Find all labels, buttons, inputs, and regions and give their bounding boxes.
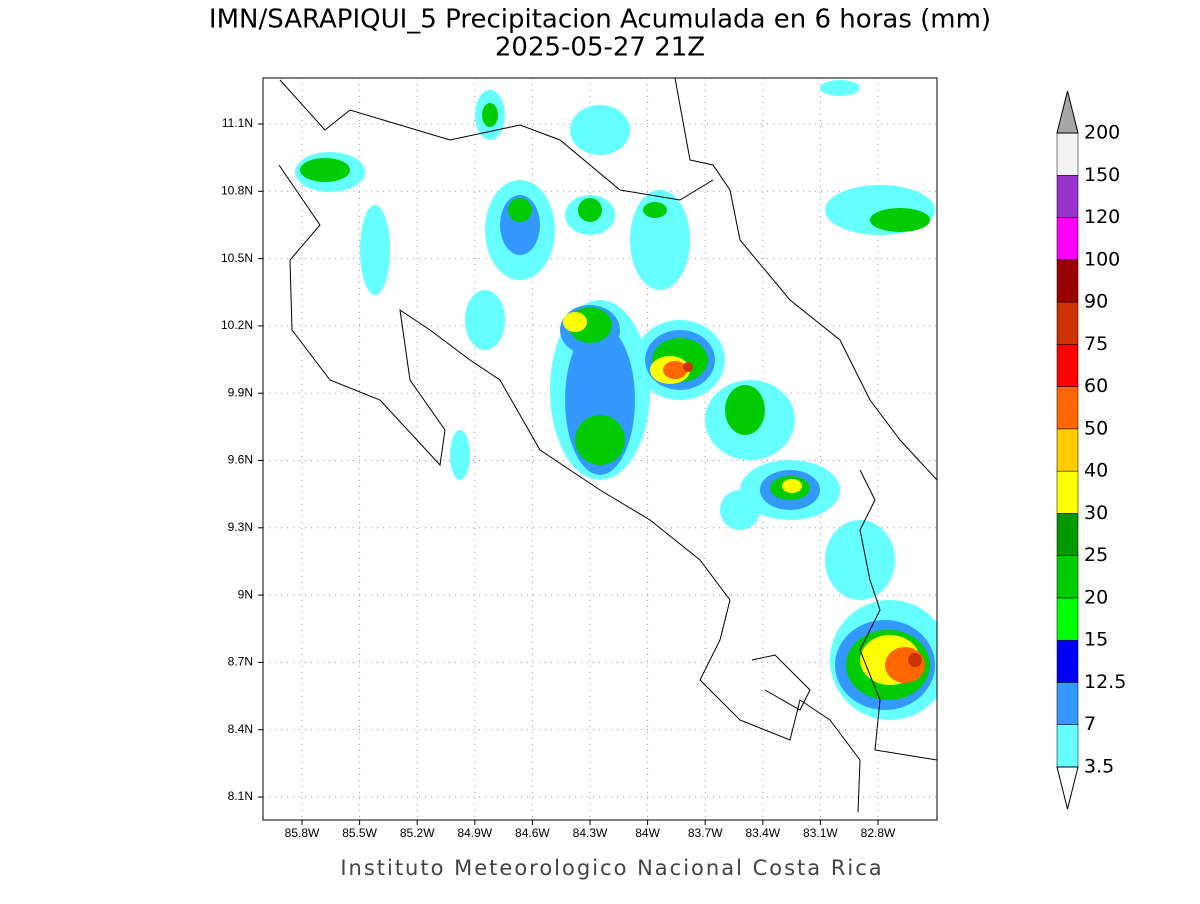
precipitation <box>295 80 937 720</box>
colorbar-label: 15 <box>1084 629 1108 651</box>
colorbar-label: 40 <box>1084 460 1108 482</box>
colorbar-segment <box>1056 259 1079 303</box>
colorbar: 3.5 7 12.5 15 20 25 30 40 50 60 75 90 100 120 150 200 <box>1056 90 1126 810</box>
colorbar-label: 25 <box>1084 544 1108 566</box>
colorbar-segment <box>1056 175 1079 218</box>
lon-label: 83.7W <box>688 826 723 840</box>
colorbar-label: 60 <box>1084 375 1108 397</box>
colorbar-segment <box>1056 724 1079 768</box>
colorbar-label: 20 <box>1084 586 1108 608</box>
colorbar-under <box>1056 766 1079 810</box>
lat-label: 10.2N <box>221 318 253 332</box>
lon-label: 83.4W <box>745 826 780 840</box>
lat-label: 8.1N <box>228 789 253 803</box>
colorbar-segment <box>1056 386 1079 430</box>
lon-label: 85.2W <box>400 826 435 840</box>
lon-label: 84.3W <box>573 826 608 840</box>
lon-label: 84.6W <box>515 826 550 840</box>
lat-label: 8.4N <box>228 722 253 736</box>
colorbar-segment <box>1056 682 1079 725</box>
colorbar-segment <box>1056 639 1079 683</box>
colorbar-label: 50 <box>1084 417 1108 439</box>
colorbar-label: 100 <box>1084 248 1120 270</box>
coastline <box>278 78 937 813</box>
colorbar-segment <box>1056 217 1079 261</box>
colorbar-label: 90 <box>1084 291 1108 313</box>
map-frame <box>262 77 938 821</box>
lat-label: 9.3N <box>228 520 253 534</box>
colorbar-label: 30 <box>1084 502 1108 524</box>
lat-label: 10.8N <box>221 183 253 197</box>
subtitle: 2025-05-27 21Z <box>495 33 705 63</box>
footer: Instituto Meteorologico Nacional Costa R… <box>340 856 883 880</box>
colorbar-over <box>1056 90 1079 134</box>
lat-label: 8.7N <box>228 655 253 669</box>
lon-label: 82.8W <box>861 826 896 840</box>
colorbar-label: 75 <box>1084 333 1108 355</box>
lat-label: 10.5N <box>221 251 253 265</box>
colorbar-label: 120 <box>1084 206 1120 228</box>
lon-label: 84.9W <box>457 826 492 840</box>
colorbar-segment <box>1056 301 1079 345</box>
colorbar-segment <box>1056 132 1079 176</box>
colorbar-label: 3.5 <box>1084 756 1114 778</box>
colorbar-label: 150 <box>1084 164 1120 186</box>
colorbar-label: 200 <box>1084 122 1120 144</box>
lat-label: 9.6N <box>228 453 253 467</box>
lon-label: 85.5W <box>342 826 377 840</box>
lat-label: 11.1N <box>222 116 253 130</box>
colorbar-label: 7 <box>1084 713 1096 735</box>
lat-label: 9N <box>238 587 253 601</box>
colorbar-segment <box>1056 344 1079 387</box>
colorbar-label: 12.5 <box>1084 671 1126 693</box>
lon-label: 83.1W <box>803 826 838 840</box>
lon-label: 85.8W <box>285 826 320 840</box>
lon-label: 84W <box>635 826 660 840</box>
colorbar-segment <box>1056 597 1079 641</box>
colorbar-segment <box>1056 428 1079 472</box>
colorbar-segment <box>1056 555 1079 599</box>
colorbar-segment <box>1056 470 1079 514</box>
lat-label: 9.9N <box>228 385 253 399</box>
title: IMN/SARAPIQUI_5 Precipitacion Acumulada … <box>209 5 991 35</box>
colorbar-segment <box>1056 513 1079 556</box>
